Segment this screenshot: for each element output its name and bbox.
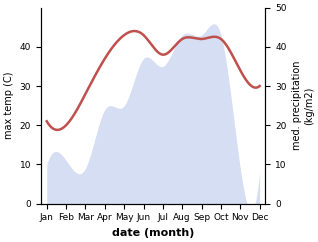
X-axis label: date (month): date (month) xyxy=(112,228,194,238)
Y-axis label: med. precipitation
(kg/m2): med. precipitation (kg/m2) xyxy=(292,61,314,150)
Y-axis label: max temp (C): max temp (C) xyxy=(4,72,14,139)
